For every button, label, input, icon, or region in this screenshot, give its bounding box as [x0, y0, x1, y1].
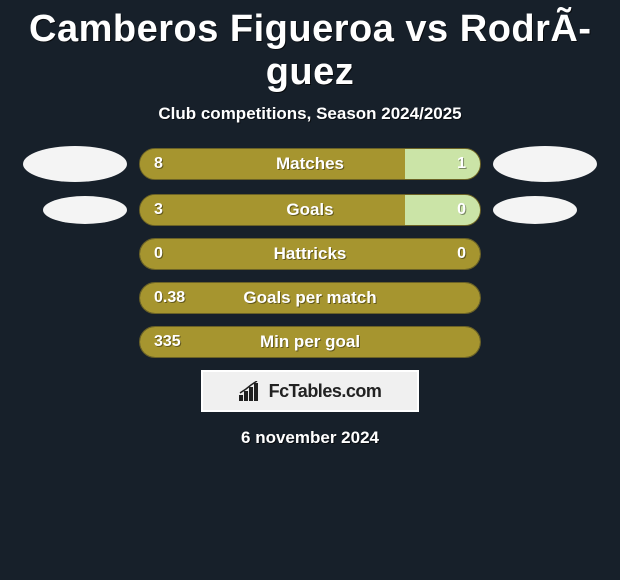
branding-text: FcTables.com: [269, 381, 382, 402]
left-value: 8: [154, 155, 163, 173]
page-title: Camberos Figueroa vs RodrÃ­guez: [0, 0, 620, 94]
stat-bar-left: 0: [140, 239, 480, 269]
right-value: 1: [457, 155, 466, 173]
left-value: 335: [154, 333, 181, 351]
stat-bar-right: 0: [405, 195, 480, 225]
left-value: 0: [154, 245, 163, 263]
left-value: 0.38: [154, 289, 185, 307]
stats-container: 81Matches30Goals00Hattricks0.38Goals per…: [0, 146, 620, 358]
branding-badge: FcTables.com: [201, 370, 419, 412]
stat-bar-left: 3: [140, 195, 405, 225]
stat-bar-left: 8: [140, 149, 405, 179]
right-value: 0: [457, 201, 466, 219]
stat-row: 00Hattricks: [0, 238, 620, 270]
date-text: 6 november 2024: [0, 428, 620, 448]
stat-bar: 335Min per goal: [139, 326, 481, 358]
team-badge-left: [43, 196, 127, 224]
subtitle: Club competitions, Season 2024/2025: [0, 104, 620, 124]
right-value: 0: [457, 245, 466, 263]
stat-bar: 00Hattricks: [139, 238, 481, 270]
chart-icon: [239, 381, 263, 401]
stat-row: 30Goals: [0, 194, 620, 226]
team-badge-left: [23, 146, 127, 182]
left-value: 3: [154, 201, 163, 219]
stat-bar: 0.38Goals per match: [139, 282, 481, 314]
stat-bar-left: 335: [140, 327, 480, 357]
stat-bar: 81Matches: [139, 148, 481, 180]
stat-row: 0.38Goals per match: [0, 282, 620, 314]
stat-row: 335Min per goal: [0, 326, 620, 358]
team-badge-right: [493, 146, 597, 182]
stat-bar-left: 0.38: [140, 283, 480, 313]
stat-bar-right: 1: [405, 149, 480, 179]
team-badge-right: [493, 196, 577, 224]
stat-bar: 30Goals: [139, 194, 481, 226]
stat-row: 81Matches: [0, 146, 620, 182]
